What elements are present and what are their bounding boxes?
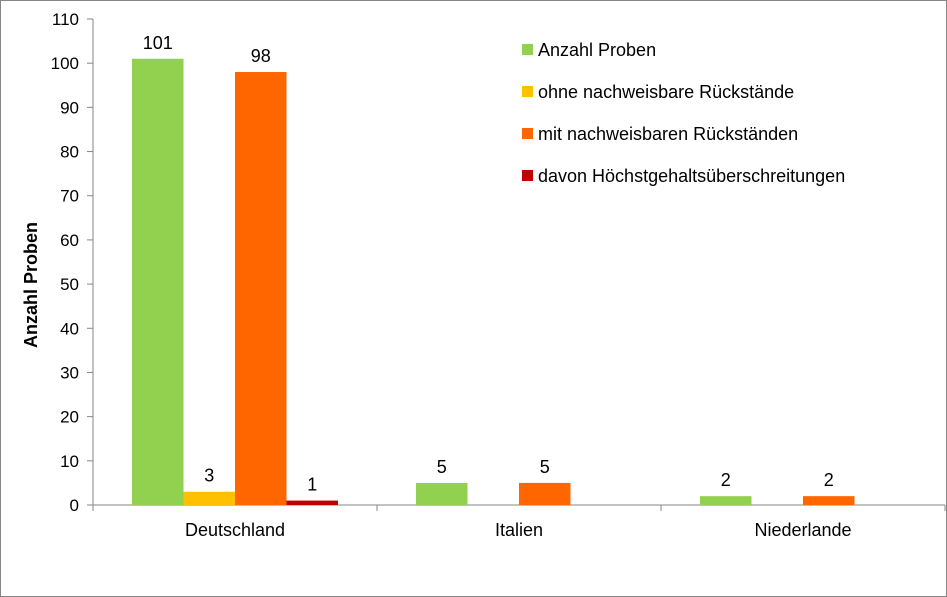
y-tick-label: 70 xyxy=(60,187,79,206)
y-tick-label: 0 xyxy=(70,496,79,515)
data-label: 5 xyxy=(540,457,550,477)
bar xyxy=(132,58,184,505)
bar xyxy=(803,496,855,505)
y-tick-label: 10 xyxy=(60,452,79,471)
y-tick-label: 110 xyxy=(52,10,79,29)
y-tick-label: 100 xyxy=(51,54,79,73)
y-tick-label: 50 xyxy=(60,275,79,294)
y-axis-label: Anzahl Proben xyxy=(21,222,41,348)
legend-label: davon Höchstgehaltsüberschreitungen xyxy=(538,166,845,186)
bar xyxy=(183,491,235,505)
bar xyxy=(416,482,468,505)
data-label: 101 xyxy=(143,33,173,53)
legend-label: ohne nachweisbare Rückstände xyxy=(538,82,794,102)
x-tick-label: Niederlande xyxy=(754,520,851,540)
x-tick-label: Deutschland xyxy=(185,520,285,540)
bars xyxy=(132,58,855,505)
legend-swatch xyxy=(522,128,533,139)
bar xyxy=(519,482,571,505)
y-tick-label: 30 xyxy=(60,363,79,382)
data-labels: 101 3 98 1 5 5 2 2 xyxy=(143,33,834,495)
y-tick-label: 40 xyxy=(60,319,79,338)
data-label: 2 xyxy=(824,470,834,490)
data-label: 1 xyxy=(307,475,317,495)
y-tick-label: 60 xyxy=(60,231,79,250)
legend: Anzahl Proben ohne nachweisbare Rückständ… xyxy=(522,40,845,186)
legend-label: mit nachweisbaren Rückständen xyxy=(538,124,798,144)
data-label: 3 xyxy=(204,466,214,486)
legend-swatch xyxy=(522,44,533,55)
bar xyxy=(286,500,338,505)
axes: 0 10 20 30 40 50 60 70 80 90 100 110 Deutschland Ital… xyxy=(51,10,946,540)
data-label: 98 xyxy=(251,46,271,66)
y-tick-label: 20 xyxy=(60,408,79,427)
bar xyxy=(700,496,752,505)
legend-label: Anzahl Proben xyxy=(538,40,656,60)
legend-swatch xyxy=(522,86,533,97)
bar xyxy=(235,72,287,505)
legend-swatch xyxy=(522,170,533,181)
data-label: 5 xyxy=(437,457,447,477)
data-label: 2 xyxy=(721,470,731,490)
y-tick-label: 90 xyxy=(60,98,79,117)
y-tick-label: 80 xyxy=(60,143,79,162)
x-tick-label: Italien xyxy=(495,520,543,540)
